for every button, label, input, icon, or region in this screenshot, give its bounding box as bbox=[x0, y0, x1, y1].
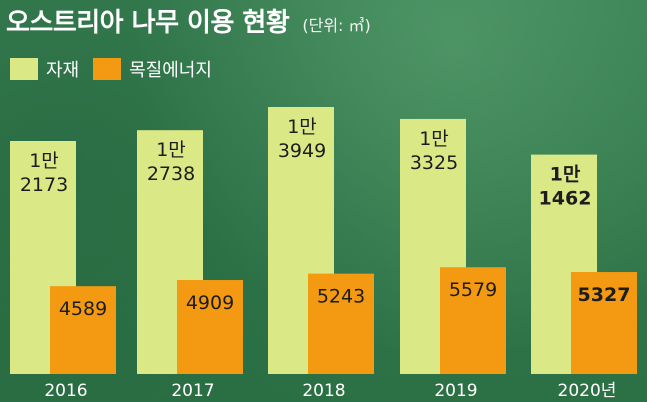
legend-item-energy: 목질에너지 bbox=[93, 56, 212, 82]
data-label-material-3-1: 3325 bbox=[410, 152, 458, 174]
data-label-material-2-0: 1만 bbox=[287, 116, 317, 138]
bar-energy-0 bbox=[50, 286, 116, 374]
x-tick-label-3: 2019 bbox=[434, 381, 477, 401]
title-block: 오스트리아 나무 이용 현황 (단위: ㎥) bbox=[6, 2, 371, 39]
page-title: 오스트리아 나무 이용 현황 bbox=[6, 8, 290, 38]
data-label-energy-2: 5243 bbox=[317, 286, 365, 308]
bar-energy-2 bbox=[308, 273, 374, 374]
legend-label-material: 자재 bbox=[46, 60, 80, 81]
x-tick-label-4: 2020년 bbox=[558, 381, 617, 401]
data-label-energy-1: 4909 bbox=[186, 292, 234, 314]
bar-energy-3 bbox=[440, 267, 506, 374]
data-label-energy-0: 4589 bbox=[59, 298, 107, 320]
legend-label-energy: 목질에너지 bbox=[129, 60, 212, 81]
data-label-energy-4: 5327 bbox=[578, 284, 631, 306]
legend-swatch-energy bbox=[93, 58, 122, 80]
data-label-material-4-1: 1462 bbox=[539, 188, 592, 210]
data-label-material-1-1: 2738 bbox=[147, 163, 195, 185]
bar-energy-4 bbox=[571, 272, 637, 374]
data-label-material-0-1: 2173 bbox=[20, 174, 68, 196]
data-label-material-3-0: 1만 bbox=[419, 128, 449, 150]
bar-energy-1 bbox=[177, 280, 243, 374]
unit-label: (단위: ㎥) bbox=[302, 16, 371, 35]
data-label-energy-3: 5579 bbox=[449, 279, 497, 301]
data-label-material-2-1: 3949 bbox=[278, 140, 326, 162]
x-tick-label-0: 2016 bbox=[44, 381, 87, 401]
data-label-material-1-0: 1만 bbox=[156, 139, 186, 161]
x-tick-label-2: 2018 bbox=[302, 381, 345, 401]
legend-swatch-material bbox=[10, 58, 38, 80]
chart-legend: 자재 목질에너지 bbox=[10, 56, 212, 82]
data-label-material-4-0: 1만 bbox=[550, 164, 581, 186]
legend-item-material: 자재 bbox=[10, 56, 79, 82]
x-tick-label-1: 2017 bbox=[171, 381, 214, 401]
data-label-material-0-0: 1만 bbox=[29, 150, 59, 172]
